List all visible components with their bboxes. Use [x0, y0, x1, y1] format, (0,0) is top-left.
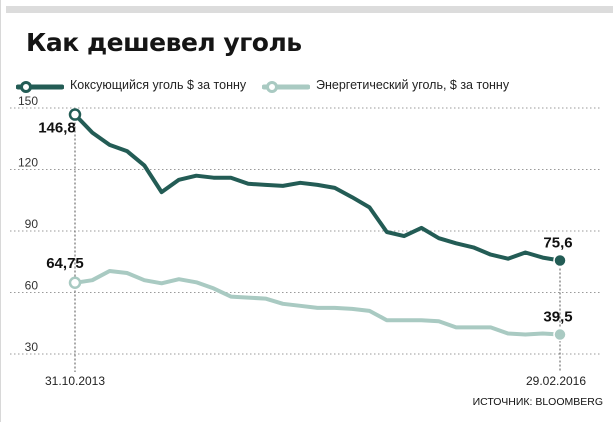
start-value-label-coking: 146,8 [38, 120, 76, 137]
y-tick-label: 60 [25, 279, 39, 293]
legend-label-coking: Коксующийся уголь $ за тонну [70, 78, 247, 92]
x-end-label: 29.02.2016 [526, 374, 586, 388]
legend-swatch-marker [20, 81, 32, 93]
legend-swatch-thermal [262, 81, 310, 93]
chart-title: Как дешевел уголь [26, 28, 302, 57]
y-tick-label: 30 [25, 340, 39, 354]
header-rule [6, 6, 613, 13]
end-value-label-thermal: 39,5 [543, 309, 572, 326]
y-tick-label: 150 [18, 94, 38, 108]
end-point-coking [553, 253, 567, 268]
start-point-thermal [68, 276, 82, 290]
series-line-coking [73, 112, 562, 263]
series-line-thermal [73, 269, 562, 337]
y-tick-label: 90 [25, 217, 39, 231]
y-tick-label: 120 [18, 156, 38, 170]
start-point-coking [68, 108, 82, 121]
end-point-thermal [553, 327, 567, 342]
legend-label-thermal: Энергетический уголь, $ за тонну [316, 78, 510, 92]
end-value-label-coking: 75,6 [543, 235, 572, 252]
legend-swatch-coking [16, 81, 64, 93]
x-start-label: 31.10.2013 [45, 374, 105, 388]
source-note: ИСТОЧНИК: BLOOMBERG [472, 396, 603, 408]
start-value-label-thermal: 64,75 [46, 255, 84, 272]
legend-swatch-marker [266, 81, 278, 93]
